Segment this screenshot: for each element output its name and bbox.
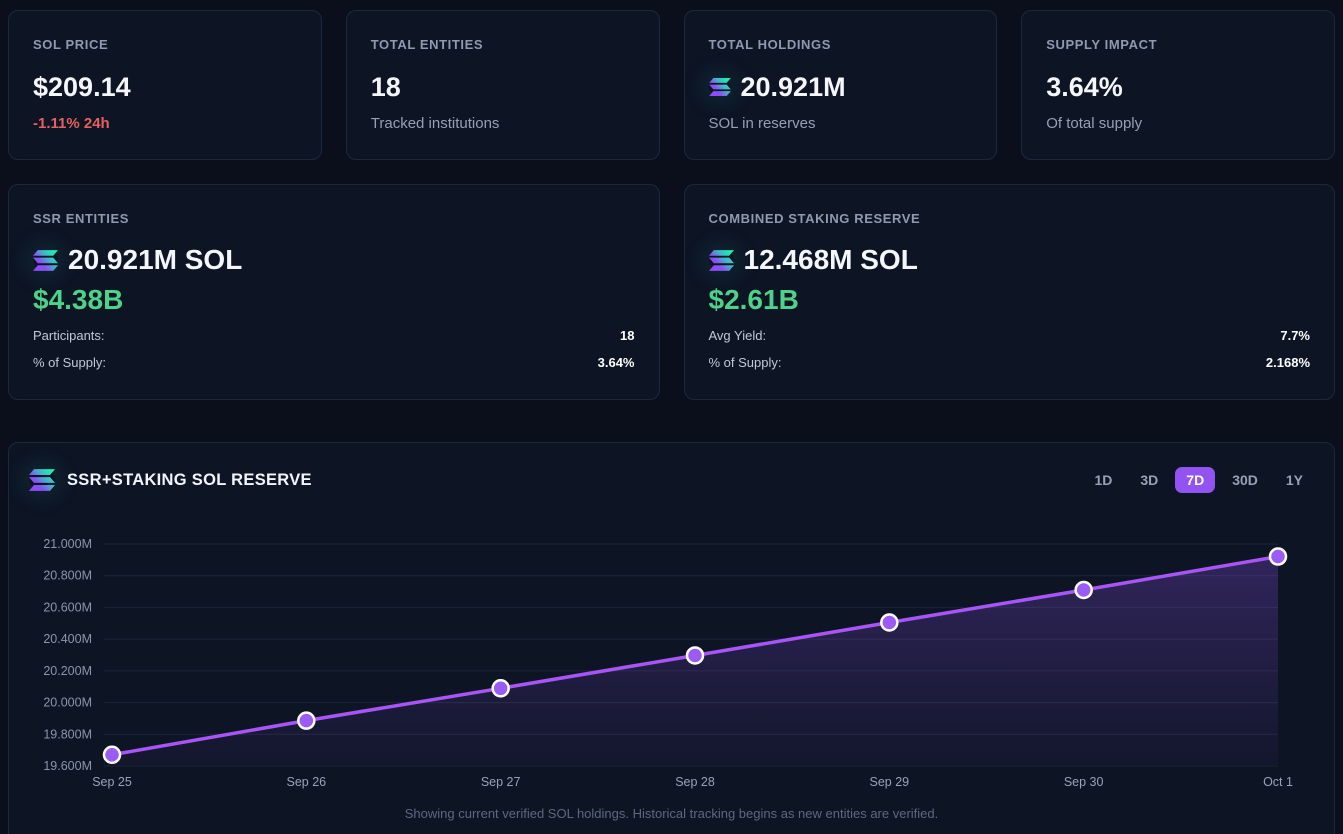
x-axis-tick: Sep 25 bbox=[92, 775, 132, 789]
stat-card-total-holdings: TOTAL HOLDINGS 20.921M SOL in reserves bbox=[683, 10, 998, 160]
stat-row-label: % of Supply: bbox=[708, 355, 782, 370]
x-axis-tick: Sep 28 bbox=[675, 775, 715, 789]
stat-label: SOL PRICE bbox=[33, 37, 109, 52]
solana-icon bbox=[708, 249, 734, 271]
usd-value: $4.38B bbox=[33, 284, 124, 315]
chart-footnote: Showing current verified SOL holdings. H… bbox=[404, 806, 939, 821]
range-button-3d[interactable]: 3D bbox=[1129, 467, 1169, 493]
reserve-line-chart: 19.600M 19.800M 20.000M 20.200M 20.400M 20.60… bbox=[29, 531, 1314, 798]
usd-value: $2.61B bbox=[708, 284, 799, 315]
x-axis-tick: Sep 27 bbox=[481, 775, 521, 789]
sol-holdings-value: 12.468M SOL bbox=[708, 244, 1311, 276]
stat-value: 3.64% bbox=[1046, 72, 1123, 102]
stat-value-row: 20.921M bbox=[708, 72, 973, 102]
range-button-7d[interactable]: 7D bbox=[1175, 467, 1216, 493]
stat-row: Participants: 18 bbox=[33, 328, 635, 343]
chart-point[interactable] bbox=[491, 679, 510, 698]
stat-row-label: Participants: bbox=[33, 328, 105, 343]
stat-row: Avg Yield: 7.7% bbox=[709, 328, 1311, 343]
range-button-30d[interactable]: 30D bbox=[1221, 467, 1269, 493]
chart-point[interactable] bbox=[685, 646, 705, 665]
stat-card-sol-price: SOL PRICE $209.14 -1.11% 24h bbox=[8, 10, 322, 160]
reserve-chart-card: SSR+STAKING SOL RESERVE 1D 3D 7D 30D 1Y … bbox=[8, 442, 1335, 834]
x-axis-tick: Sep 26 bbox=[287, 775, 327, 789]
stats-row: SOL PRICE $209.14 -1.11% 24h TOTAL ENTIT… bbox=[8, 10, 1335, 160]
staking-reserve-card: COMBINED STAKING RESERVE 12.468M SOL $2.… bbox=[683, 184, 1335, 400]
y-axis-tick: 21.000M bbox=[43, 537, 92, 551]
card-label: COMBINED STAKING RESERVE bbox=[708, 211, 921, 226]
stat-value: 18 bbox=[370, 72, 401, 102]
chart-point[interactable] bbox=[297, 711, 316, 730]
stat-sub: Tracked institutions bbox=[370, 115, 500, 132]
stat-value: $209.14 bbox=[33, 72, 131, 102]
summary-row: SSR ENTITIES 20.921M SOL $4.38B Particip… bbox=[8, 184, 1335, 400]
y-axis-tick: 20.800M bbox=[43, 569, 92, 583]
solana-icon bbox=[33, 249, 58, 271]
stat-value: 20.921M bbox=[740, 72, 846, 102]
y-axis-tick: 19.800M bbox=[43, 727, 92, 741]
x-axis-tick: Sep 29 bbox=[870, 775, 910, 789]
sol-amount: 12.468M SOL bbox=[743, 244, 918, 275]
x-axis-tick: Sep 30 bbox=[1064, 775, 1104, 789]
stat-row-value: 7.7% bbox=[1280, 328, 1310, 343]
stat-row-label: % of Supply: bbox=[33, 355, 106, 370]
chart-header: SSR+STAKING SOL RESERVE 1D 3D 7D 30D 1Y bbox=[29, 467, 1314, 493]
stat-label: TOTAL HOLDINGS bbox=[708, 37, 832, 52]
stat-card-total-entities: TOTAL ENTITIES 18 Tracked institutions bbox=[345, 10, 660, 160]
stat-row-value: 3.64% bbox=[597, 355, 635, 370]
chart-title-wrap: SSR+STAKING SOL RESERVE bbox=[29, 469, 312, 491]
price-change-24h: -1.11% 24h bbox=[33, 115, 110, 132]
chart-point[interactable] bbox=[1074, 580, 1093, 600]
chart-point[interactable] bbox=[102, 745, 122, 764]
chart-point[interactable] bbox=[1268, 547, 1288, 566]
stat-card-supply-impact: SUPPLY IMPACT 3.64% Of total supply bbox=[1021, 10, 1335, 160]
x-axis-tick: Oct 1 bbox=[1263, 775, 1293, 789]
ssr-entities-card: SSR ENTITIES 20.921M SOL $4.38B Particip… bbox=[8, 184, 660, 400]
chart-title: SSR+STAKING SOL RESERVE bbox=[67, 470, 312, 489]
y-axis-tick: 20.200M bbox=[43, 664, 92, 678]
range-selector: 1D 3D 7D 30D 1Y bbox=[1083, 467, 1314, 493]
stat-row-value: 18 bbox=[620, 328, 635, 343]
sol-holdings-value: 20.921M SOL bbox=[33, 244, 635, 276]
solana-icon bbox=[29, 469, 55, 491]
stat-label: SUPPLY IMPACT bbox=[1046, 37, 1158, 52]
y-axis-tick: 20.600M bbox=[43, 600, 92, 614]
solana-icon bbox=[708, 78, 731, 96]
stat-sub: Of total supply bbox=[1046, 115, 1143, 132]
stat-sub: SOL in reserves bbox=[708, 115, 816, 132]
y-axis-tick: 20.000M bbox=[43, 696, 92, 710]
range-button-1d[interactable]: 1D bbox=[1083, 467, 1123, 493]
stat-row: % of Supply: 2.168% bbox=[709, 355, 1311, 370]
stat-row-value: 2.168% bbox=[1265, 355, 1310, 370]
y-axis-tick: 19.600M bbox=[43, 759, 92, 773]
stat-row-label: Avg Yield: bbox=[708, 328, 767, 343]
y-axis-tick: 20.400M bbox=[43, 632, 92, 646]
stat-label: TOTAL ENTITIES bbox=[370, 37, 484, 52]
card-label: SSR ENTITIES bbox=[33, 211, 130, 226]
sol-amount: 20.921M SOL bbox=[68, 244, 243, 275]
range-button-1y[interactable]: 1Y bbox=[1275, 467, 1314, 493]
stat-row: % of Supply: 3.64% bbox=[33, 355, 635, 370]
chart-point[interactable] bbox=[880, 613, 899, 632]
